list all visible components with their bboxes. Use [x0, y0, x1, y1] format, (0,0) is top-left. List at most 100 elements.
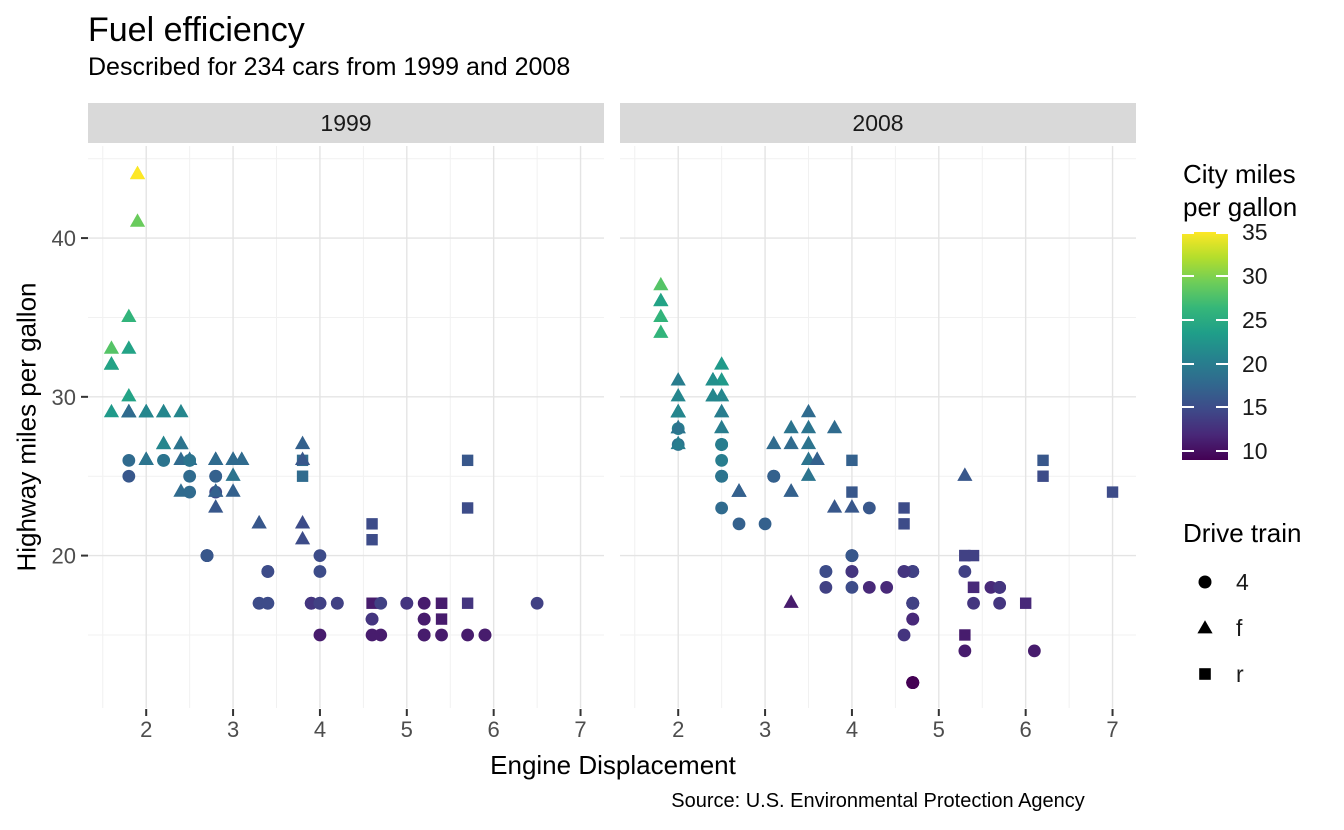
data-point	[809, 451, 825, 465]
data-point	[155, 435, 172, 450]
data-point	[208, 499, 224, 513]
data-point	[862, 580, 876, 594]
data-point	[183, 485, 197, 499]
data-point	[783, 594, 799, 608]
data-point	[103, 356, 120, 370]
data-point	[653, 276, 669, 291]
data-point	[767, 469, 781, 483]
legend-item-label: f	[1236, 614, 1243, 641]
data-point	[906, 612, 920, 626]
x-tick-label: 6	[488, 717, 500, 742]
data-point	[715, 438, 729, 451]
data-point	[800, 403, 817, 418]
colorbar-tick-label: 15	[1242, 394, 1268, 421]
data-point	[103, 403, 120, 418]
data-point	[714, 419, 730, 434]
data-point	[330, 596, 344, 610]
data-point	[225, 483, 241, 497]
data-point	[783, 483, 799, 497]
y-axis-title: Highway miles per gallon	[11, 282, 42, 572]
colorbar-tick-mark	[1216, 450, 1228, 453]
data-point	[225, 467, 241, 481]
data-point	[478, 628, 492, 642]
data-point	[958, 565, 972, 578]
data-point	[208, 483, 224, 497]
legend-item-drv-4: 4	[1196, 568, 1249, 595]
data-point	[296, 470, 309, 482]
colorbar-tick-mark	[1182, 318, 1194, 321]
plot-title: Fuel efficiency	[88, 11, 305, 49]
legend-item-label: 4	[1236, 568, 1249, 595]
data-point	[766, 435, 782, 450]
data-point	[129, 165, 146, 180]
data-point	[366, 518, 378, 530]
data-point	[758, 517, 772, 531]
shape-legend-title: Drive train	[1183, 518, 1302, 548]
data-point	[173, 435, 189, 450]
data-point	[670, 403, 686, 418]
data-point	[957, 467, 973, 481]
data-point	[906, 676, 920, 689]
x-tick-label: 7	[1106, 717, 1118, 742]
data-point	[374, 628, 388, 642]
data-point	[261, 596, 275, 610]
colorbar-tick-label: 35	[1242, 219, 1268, 245]
data-point	[715, 469, 729, 483]
data-point	[121, 388, 137, 402]
data-point	[846, 486, 858, 498]
data-point	[967, 549, 980, 562]
data-point	[294, 435, 311, 450]
data-point	[845, 580, 859, 594]
data-point	[208, 451, 224, 465]
data-point	[819, 580, 833, 594]
data-point	[959, 629, 971, 641]
data-point	[261, 565, 275, 578]
colorbar-tick-mark	[1182, 450, 1194, 453]
colorbar-tick-mark	[1216, 274, 1228, 277]
data-point	[653, 308, 669, 323]
x-tick-label: 7	[574, 717, 586, 742]
data-point	[653, 324, 669, 338]
data-point	[800, 419, 817, 434]
data-point	[897, 628, 911, 642]
data-point	[715, 501, 729, 515]
data-point	[121, 403, 137, 418]
facet-strip-2008: 2008	[620, 103, 1136, 143]
data-point	[417, 628, 431, 642]
data-point	[121, 340, 137, 354]
data-point	[844, 499, 860, 513]
data-point	[862, 501, 876, 515]
data-point	[959, 549, 971, 562]
y-tick-label: 30	[52, 385, 76, 410]
colorbar-tick-mark	[1216, 318, 1228, 321]
data-point	[225, 451, 241, 465]
data-point	[845, 549, 859, 562]
circle-symbol-icon	[1198, 575, 1212, 589]
data-point	[898, 518, 910, 530]
data-point	[1027, 644, 1041, 658]
data-point	[294, 451, 311, 465]
data-point	[435, 613, 448, 625]
data-point	[157, 453, 170, 467]
colorbar-tick-label: 30	[1242, 262, 1268, 289]
triangle-symbol-icon	[1197, 620, 1213, 634]
data-point	[783, 435, 799, 450]
facet-strip-1999: 1999	[88, 103, 604, 143]
x-tick-label: 4	[846, 717, 858, 742]
data-point	[800, 467, 817, 481]
data-point	[374, 596, 388, 610]
data-point	[826, 499, 843, 513]
data-point	[461, 597, 474, 609]
data-point	[173, 403, 189, 418]
data-point	[417, 596, 431, 610]
colorbar	[1182, 232, 1228, 460]
colorbar-tick-mark	[1216, 362, 1228, 365]
data-point	[294, 515, 311, 529]
colorbar-tick-mark	[1182, 406, 1194, 409]
data-point	[400, 596, 414, 610]
x-tick-label: 6	[1020, 717, 1032, 742]
data-point	[714, 356, 730, 370]
data-point	[1019, 597, 1032, 609]
data-point	[653, 292, 669, 307]
